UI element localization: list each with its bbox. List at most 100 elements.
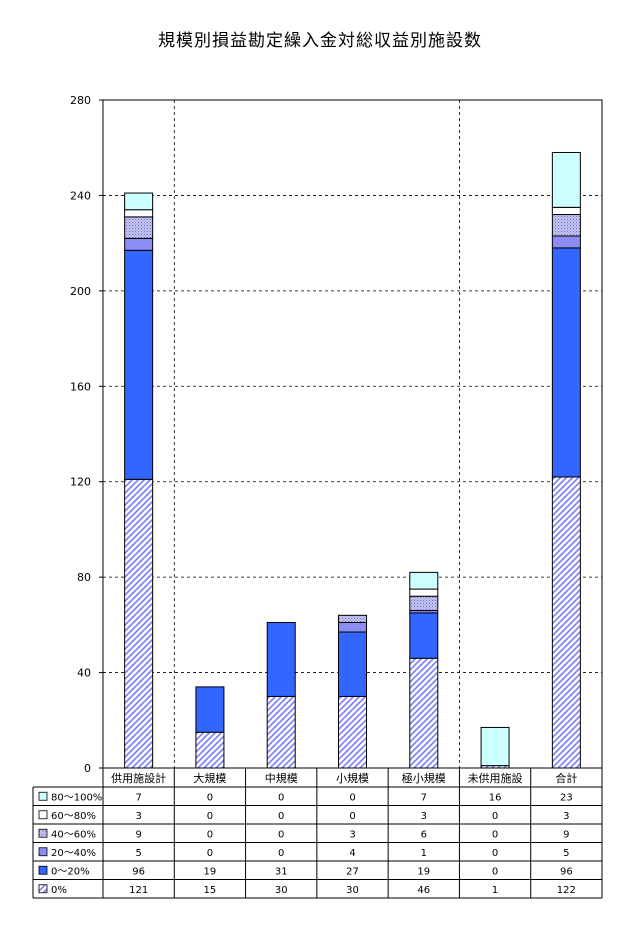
bar-segment [551, 151, 581, 208]
bar-segment [480, 726, 510, 767]
table-value: 0 [278, 848, 284, 859]
bar-segment [338, 631, 367, 697]
bar-segment [551, 247, 581, 478]
table-value: 1 [421, 848, 427, 859]
bar-segment [409, 571, 439, 590]
table-value: 30 [275, 885, 288, 896]
legend-swatch [38, 865, 48, 875]
bar-segment [551, 206, 581, 216]
y-tick-label: 80 [77, 571, 91, 584]
table-value: 0 [207, 792, 213, 803]
bar-segment [409, 612, 439, 659]
table-value: 122 [557, 885, 576, 896]
legend-swatch [38, 791, 48, 801]
y-tick-label: 160 [70, 380, 91, 393]
legend-label: 40～60% [51, 829, 96, 840]
table-value: 46 [417, 885, 430, 896]
table-value: 0 [349, 811, 355, 822]
x-category-label: 供用施設計 [111, 771, 166, 785]
table-value: 0 [278, 829, 284, 840]
table-value: 9 [563, 829, 569, 840]
plot-area-border [102, 99, 603, 769]
bar-segment [124, 192, 154, 211]
x-category-label: 大規模 [193, 771, 226, 785]
table-value: 0 [278, 792, 284, 803]
legend-label: 60～80% [51, 811, 96, 822]
table-value: 0 [207, 811, 213, 822]
table-value: 0 [492, 811, 498, 822]
table-value: 0 [349, 792, 355, 803]
chart-title: 規模別損益勘定繰入金対総収益別施設数 [158, 31, 482, 51]
table-value: 0 [278, 811, 284, 822]
bar-segment [266, 621, 296, 697]
bar-segment [124, 216, 154, 239]
table-value: 15 [204, 885, 217, 896]
x-category-label: 未供用施設 [468, 771, 523, 785]
legend-swatch [38, 847, 48, 857]
x-category-label: 極小規模 [402, 771, 446, 785]
y-tick-label: 200 [70, 285, 91, 298]
table-value: 0 [207, 848, 213, 859]
x-category-label: 中規模 [265, 771, 298, 785]
y-tick-label: 40 [77, 667, 91, 680]
table-value: 3 [135, 811, 141, 822]
table-value: 3 [563, 811, 569, 822]
table-value: 7 [421, 792, 427, 803]
table-value: 0 [492, 829, 498, 840]
bar-segment [338, 621, 367, 633]
bar-segment [338, 614, 367, 623]
legend-swatch [38, 810, 48, 820]
y-tick-label: 120 [70, 476, 91, 489]
bar-segment [124, 478, 154, 769]
bar-segment [551, 235, 581, 249]
y-tick-label: 240 [70, 189, 91, 202]
bar-segment [195, 731, 225, 769]
bar-segment [409, 588, 439, 597]
legend-label: 0% [51, 885, 67, 896]
table-value: 1 [492, 885, 498, 896]
bar-segment [195, 686, 225, 733]
x-category-label: 合計 [555, 771, 577, 785]
bar-segment [409, 657, 439, 769]
table-value: 19 [417, 866, 430, 877]
legend-swatch [38, 828, 48, 838]
table-value: 0 [492, 866, 498, 877]
legend-label: 20～40% [51, 848, 96, 859]
axes: 0 40 80 120 160 200 240 280 [70, 94, 603, 775]
bars [124, 151, 581, 769]
bar-segment [124, 249, 154, 480]
table-value: 31 [275, 866, 288, 877]
bar-segment [551, 476, 581, 769]
bar-segment [124, 237, 154, 251]
bar-segment [124, 209, 154, 218]
table-value: 6 [421, 829, 427, 840]
table-value: 0 [207, 829, 213, 840]
bar-segment [551, 214, 581, 237]
x-category-label: 小規模 [336, 771, 369, 785]
bar-segment [338, 695, 367, 769]
table-value: 96 [560, 866, 573, 877]
gridlines [103, 100, 602, 768]
table-value: 23 [560, 792, 573, 803]
table-value: 3 [349, 829, 355, 840]
table-value: 30 [346, 885, 359, 896]
legend-label: 0～20% [51, 866, 90, 877]
legend-label: 80～100% [51, 792, 102, 803]
table-value: 96 [132, 866, 145, 877]
table-value: 5 [563, 848, 569, 859]
bar-segment [266, 695, 296, 769]
table-value: 3 [421, 811, 427, 822]
y-tick-label: 0 [84, 762, 91, 775]
table-value: 0 [492, 848, 498, 859]
table-value: 9 [135, 829, 141, 840]
table-value: 121 [129, 885, 148, 896]
bar-segment [409, 595, 439, 612]
y-tick-label: 280 [70, 94, 91, 107]
table-value: 5 [135, 848, 141, 859]
table-value: 4 [349, 848, 355, 859]
table-value: 7 [135, 792, 141, 803]
table-value: 16 [489, 792, 502, 803]
table-value: 19 [204, 866, 217, 877]
